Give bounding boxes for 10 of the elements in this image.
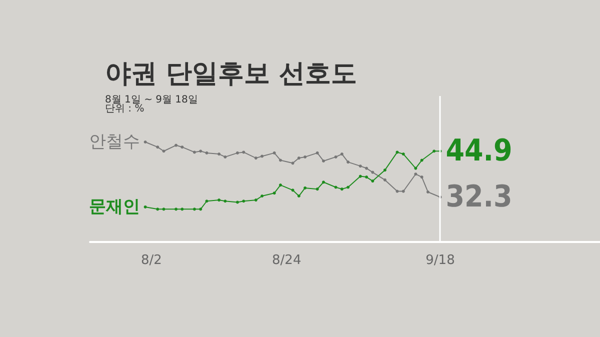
annotation: 단위 : % <box>105 104 144 114</box>
series-label: 안철수 <box>88 132 140 152</box>
chart-title: 야권 단일후보 선호도 <box>105 59 358 89</box>
chart-subtitle: 8월 1일 ~ 9월 18일 <box>105 94 198 106</box>
x-tick-label: 9/18 <box>426 253 455 268</box>
data-label: 32.3 <box>446 180 512 215</box>
x-tick-label: 8/2 <box>140 253 162 268</box>
data-label: 44.9 <box>446 134 512 169</box>
x-tick-label: 8/24 <box>272 253 302 268</box>
series-label: 문재인 <box>88 196 140 217</box>
